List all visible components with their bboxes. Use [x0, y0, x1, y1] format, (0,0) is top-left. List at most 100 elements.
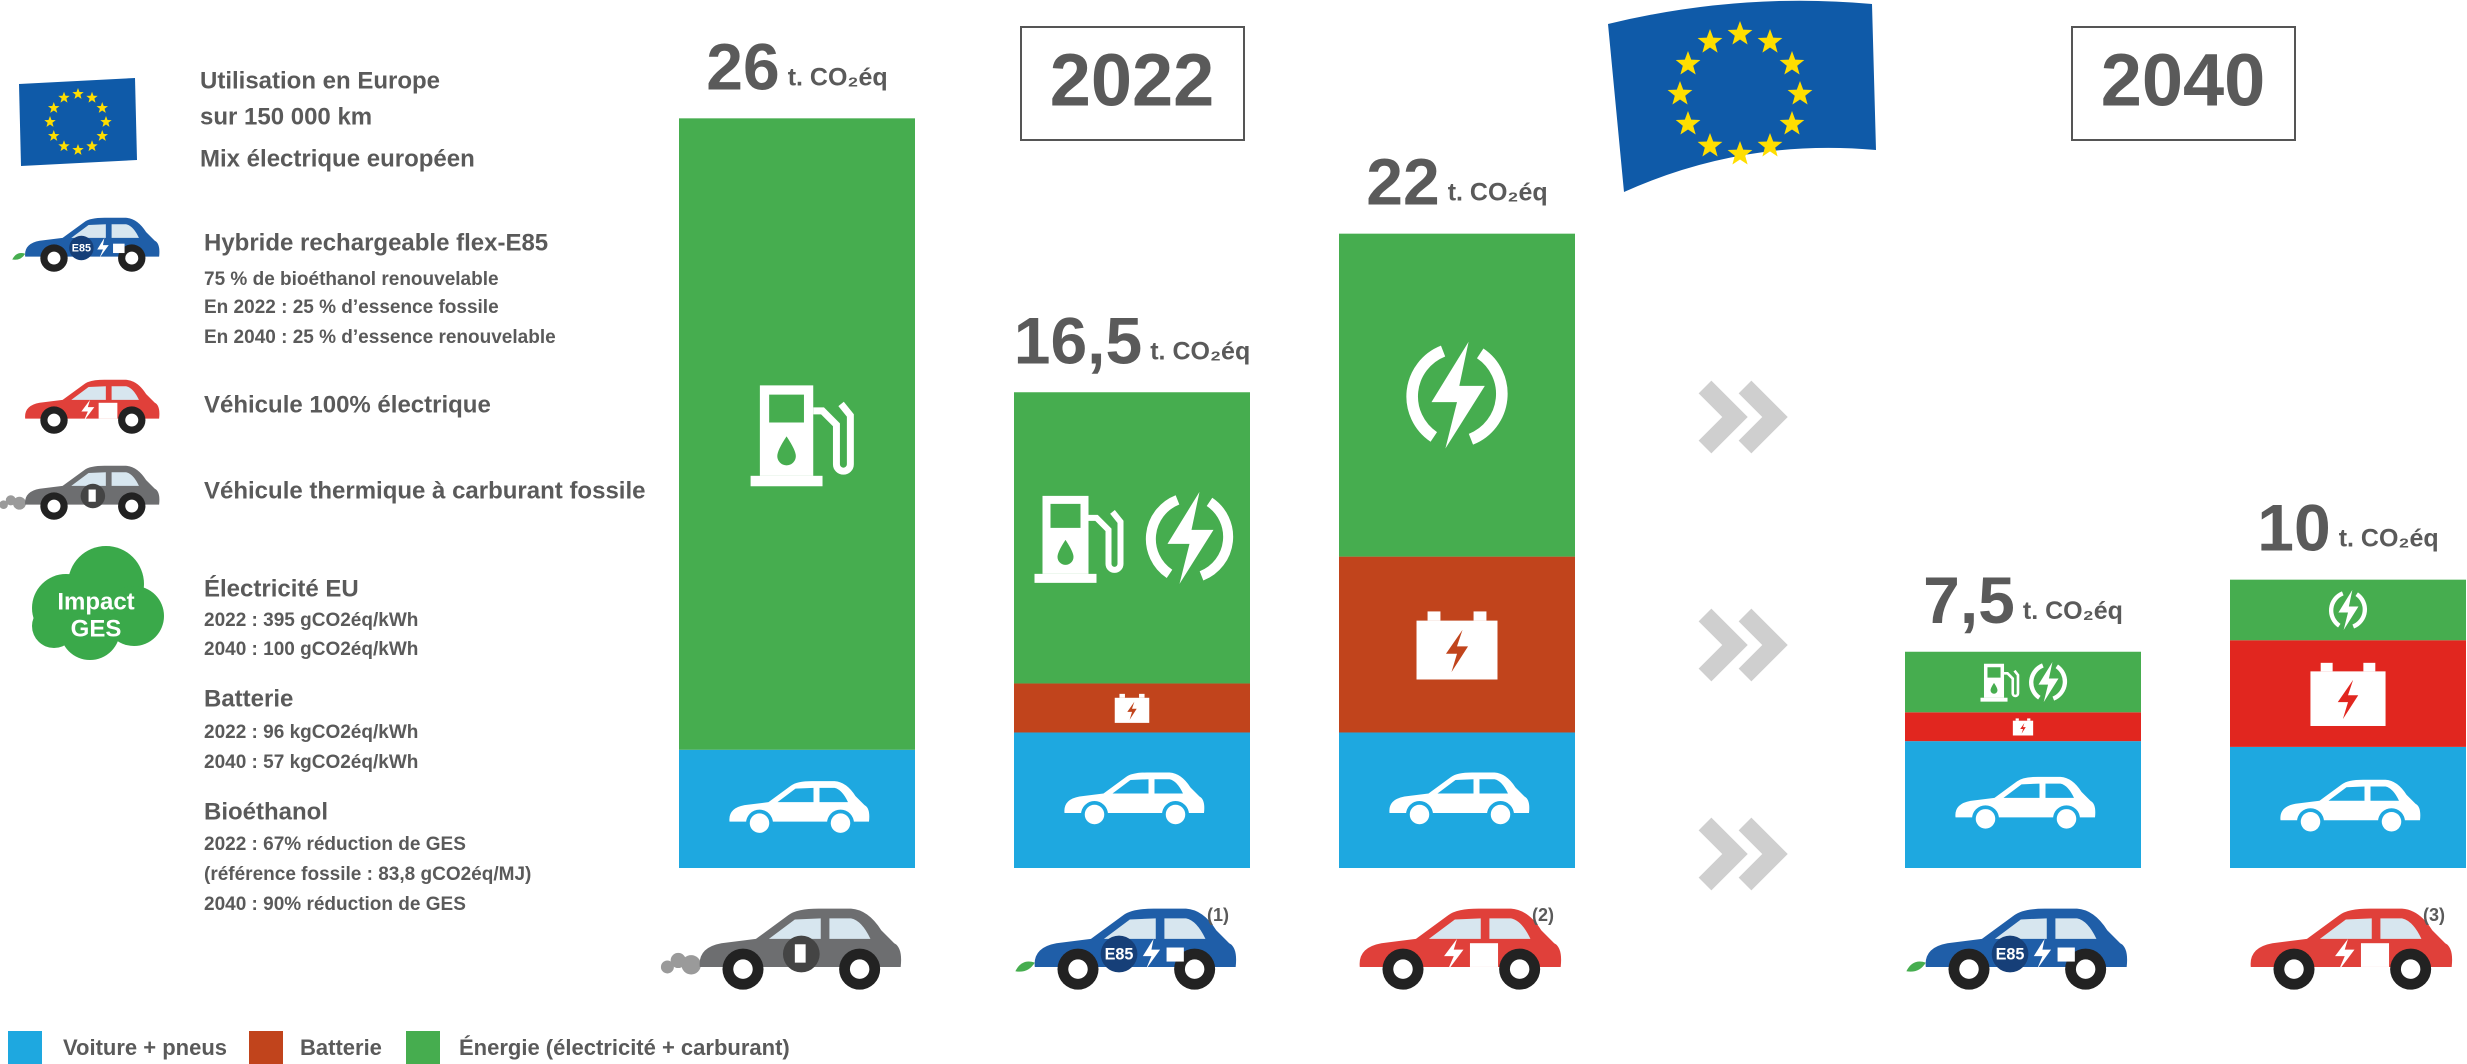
chevron: [1705, 387, 1735, 447]
car-badge: E85: [72, 243, 91, 255]
eu-flag: [1608, 1, 1876, 192]
legend-label: Voiture + pneus: [63, 1035, 227, 1060]
battery-icon: [2013, 718, 2033, 735]
legend-swatch: [249, 1031, 283, 1064]
legend-label: Batterie: [300, 1035, 382, 1060]
car-icon-hybrid: E85: [1906, 909, 2127, 990]
chevron: [1745, 824, 1775, 884]
factor-title: Électricité EU: [204, 574, 359, 602]
legend-swatch: [8, 1031, 42, 1064]
vehicle-title: Hybride rechargeable flex-E85: [204, 229, 548, 256]
factor-detail: 2040 : 100 gCO2éq/kWh: [204, 639, 418, 660]
car-badge: E85: [1105, 945, 1134, 963]
badge-battery: [99, 403, 118, 419]
factor-title: Bioéthanol: [204, 798, 328, 825]
factor-detail: (référence fossile : 83,8 gCO2éq/MJ): [204, 864, 531, 885]
battery-icon: [1115, 694, 1150, 723]
rim: [48, 500, 61, 513]
eu-flag: [19, 78, 137, 166]
factor-detail: 2040 : 90% réduction de GES: [204, 894, 466, 915]
factor-detail: 2022 : 395 gCO2éq/kWh: [204, 610, 418, 631]
footnote: (3): [2423, 905, 2445, 925]
rim: [1510, 959, 1529, 978]
total-label: 26 t. CO₂éq: [706, 30, 887, 104]
year-label: 2022: [1050, 39, 1215, 122]
car-icon-thermal: [661, 909, 901, 990]
car-icon-thermal: [0, 466, 159, 520]
car-icon-electric: [2251, 909, 2452, 990]
infographic: Utilisation en Europe sur 150 000 km Mix é…: [0, 0, 2467, 1064]
battery-icon: [1417, 611, 1498, 679]
rim: [125, 252, 138, 265]
bar-segment: [1905, 652, 2141, 713]
car-icon-hybrid: E85: [1015, 909, 1236, 990]
total-value: 16,5: [1014, 304, 1142, 378]
total-unit: t. CO₂éq: [1150, 337, 1250, 365]
year-label: 2040: [2101, 39, 2266, 122]
rim: [2076, 959, 2095, 978]
badge-battery: [2361, 943, 2389, 967]
chevron: [1705, 615, 1735, 675]
chevron: [1705, 824, 1735, 884]
leaf: [1906, 962, 1925, 972]
rim: [2401, 959, 2420, 978]
rim: [125, 500, 138, 513]
vehicle-detail: En 2040 : 25 % d’essence renouvelable: [204, 327, 556, 348]
total-label: 7,5 t. CO₂éq: [1923, 563, 2123, 637]
total-unit: t. CO₂éq: [788, 63, 888, 91]
total-label: 10 t. CO₂éq: [2257, 491, 2438, 565]
total-value: 7,5: [1923, 563, 2015, 637]
rim: [2284, 959, 2303, 978]
leaf: [12, 253, 25, 260]
info-line: sur 150 000 km: [200, 103, 372, 130]
exhaust: [661, 960, 674, 973]
legend-swatch: [406, 1031, 440, 1064]
badge-pump: [89, 490, 96, 502]
vehicle-detail: En 2022 : 25 % d’essence fossile: [204, 297, 499, 318]
badge-text: GES: [71, 615, 122, 642]
info-line: Utilisation en Europe: [200, 67, 440, 94]
leaf: [1015, 962, 1034, 972]
page: {"legend_panel": { "info": ["Utilisation…: [0, 0, 2467, 1064]
rim: [48, 252, 61, 265]
car-badge: E85: [1996, 945, 2025, 963]
vehicle-detail: 75 % de bioéthanol renouvelable: [204, 269, 499, 290]
rim: [1959, 959, 1978, 978]
car-icon-electric: [1360, 909, 1561, 990]
car-icon-hybrid: E85: [12, 218, 159, 272]
rim: [125, 414, 138, 427]
total-value: 26: [706, 30, 779, 104]
badge-battery: [113, 244, 125, 253]
total-unit: t. CO₂éq: [2339, 524, 2439, 552]
info-line: Mix électrique européen: [200, 145, 475, 172]
factor-detail: 2022 : 96 kgCO2éq/kWh: [204, 722, 418, 743]
badge-battery: [1167, 948, 1184, 962]
chevron: [1745, 387, 1775, 447]
chevron: [1745, 615, 1775, 675]
total-unit: t. CO₂éq: [1448, 178, 1548, 206]
badge-text: Impact: [57, 588, 134, 615]
total-value: 10: [2257, 491, 2330, 565]
total-label: 16,5 t. CO₂éq: [1014, 304, 1250, 378]
rim: [1185, 959, 1204, 978]
battery-icon: [2310, 663, 2385, 726]
rim: [850, 959, 869, 978]
footnote: (1): [1207, 905, 1229, 925]
rim: [48, 414, 61, 427]
factor-detail: 2040 : 57 kgCO2éq/kWh: [204, 752, 418, 773]
total-unit: t. CO₂éq: [2023, 596, 2123, 624]
rim: [1068, 959, 1087, 978]
vehicle-title: Véhicule thermique à carburant fossile: [204, 477, 645, 504]
car-icon-electric: [25, 380, 159, 434]
factor-title: Batterie: [204, 685, 293, 712]
factor-detail: 2022 : 67% réduction de GES: [204, 834, 466, 855]
footnote: (2): [1532, 905, 1554, 925]
vehicle-title: Véhicule 100% électrique: [204, 391, 491, 418]
badge-battery: [1470, 943, 1498, 967]
legend-label: Énergie (électricité + carburant): [459, 1035, 790, 1060]
badge-battery: [2058, 948, 2075, 962]
badge-pump: [795, 944, 806, 962]
rim: [1393, 959, 1412, 978]
